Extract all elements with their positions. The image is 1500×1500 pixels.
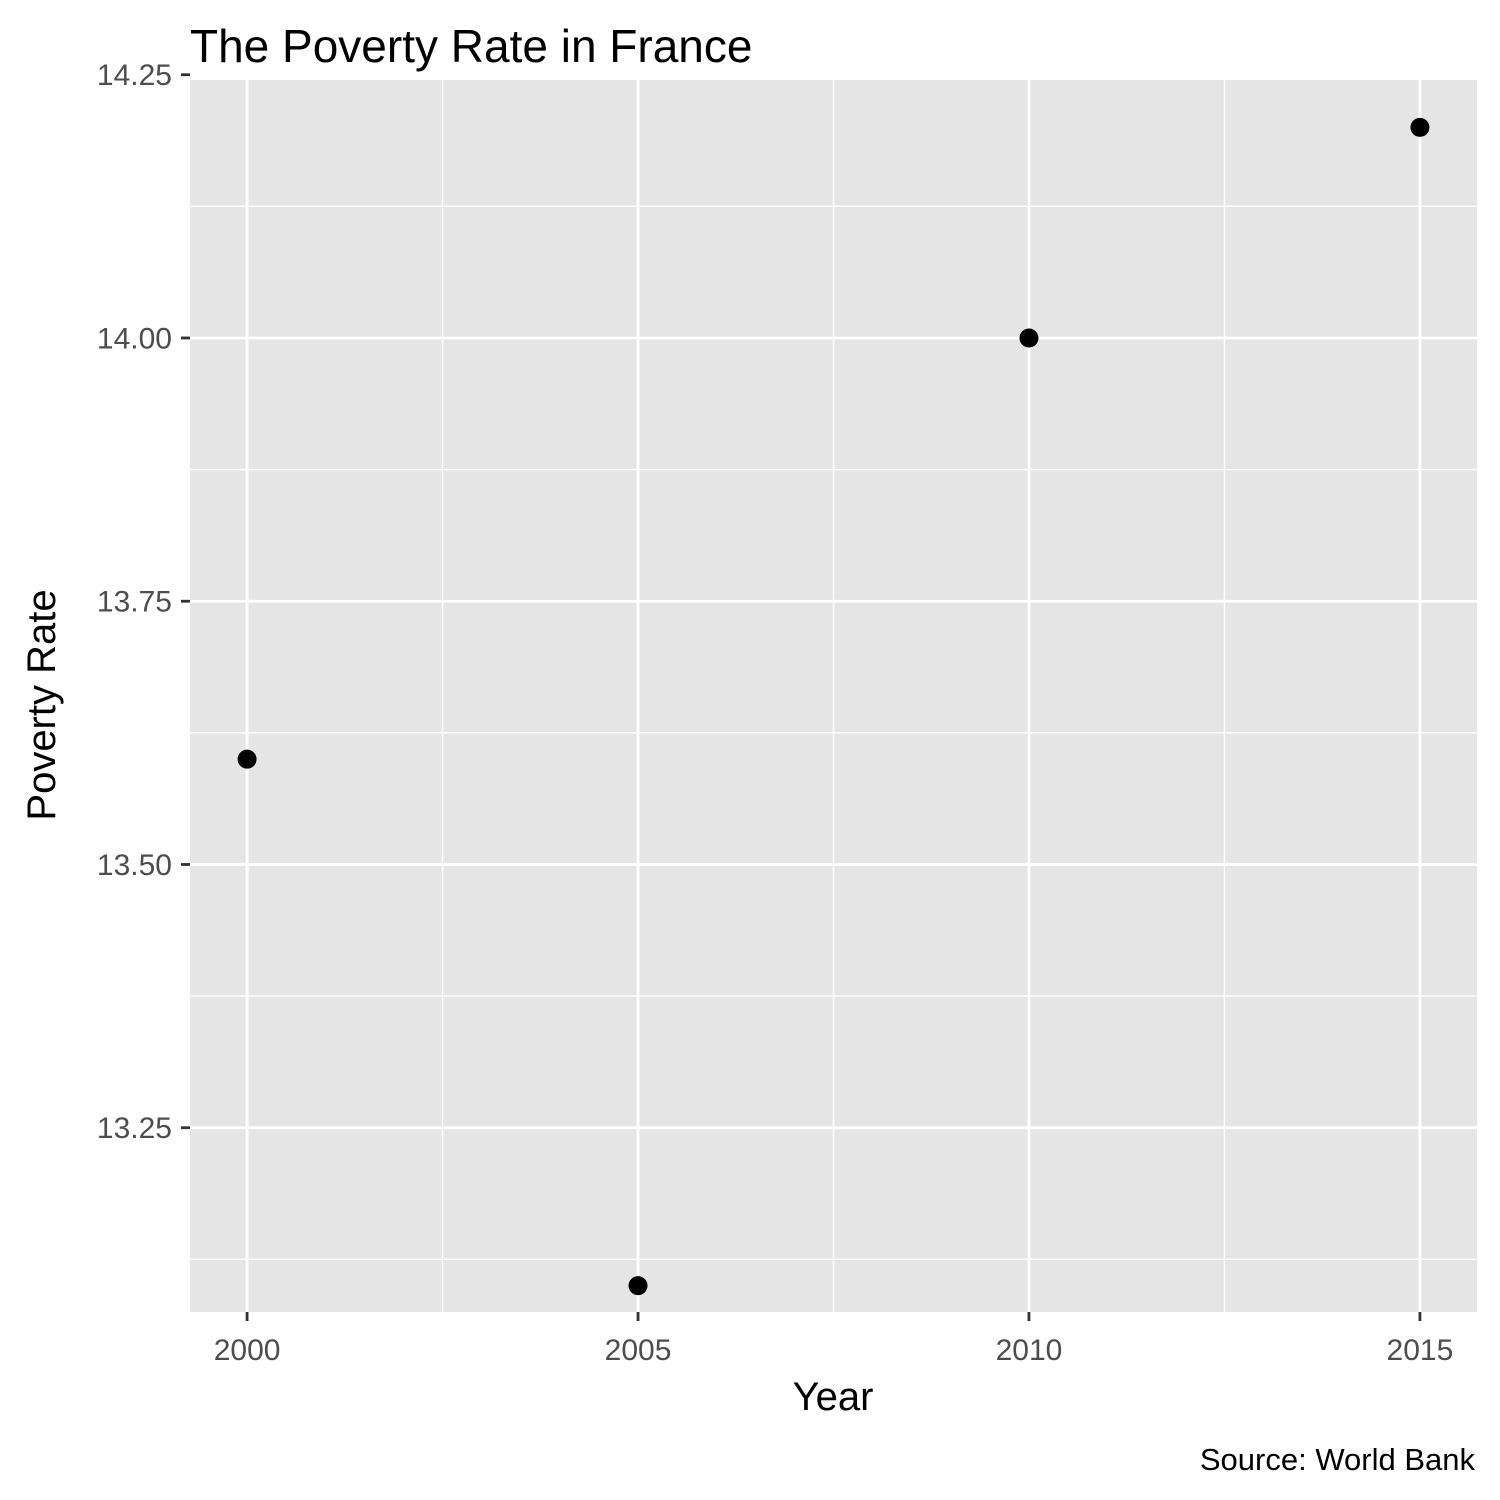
- data-point: [237, 749, 257, 769]
- y-tick-label: 13.75: [97, 586, 172, 619]
- y-tick-label: 13.50: [97, 849, 172, 882]
- y-tick-label: 14.00: [97, 322, 172, 355]
- chart-title: The Poverty Rate in France: [190, 20, 752, 72]
- x-tick-label: 2010: [996, 1334, 1063, 1367]
- y-axis-title: Poverty Rate: [20, 589, 64, 820]
- x-tick-label: 2005: [605, 1334, 672, 1367]
- x-tick-label: 2000: [214, 1334, 281, 1367]
- y-tick-label: 13.25: [97, 1112, 172, 1145]
- major-gridlines: [190, 73, 1477, 1312]
- minor-gridlines: [190, 80, 1477, 1312]
- tick-labels: 2000 2005 2010 2015 13.25 13.50 13.75 14.00 14.2…: [97, 59, 1453, 1367]
- data-point: [628, 1276, 648, 1296]
- y-tick-label: 14.25: [97, 59, 172, 92]
- source-caption: Source: World Bank: [1200, 1442, 1476, 1477]
- x-tick-label: 2015: [1387, 1334, 1454, 1367]
- x-axis-title: Year: [793, 1375, 874, 1419]
- data-points: [237, 117, 1430, 1296]
- data-point: [1019, 328, 1039, 348]
- axis-ticks: [181, 73, 1422, 1321]
- data-point: [1410, 117, 1430, 137]
